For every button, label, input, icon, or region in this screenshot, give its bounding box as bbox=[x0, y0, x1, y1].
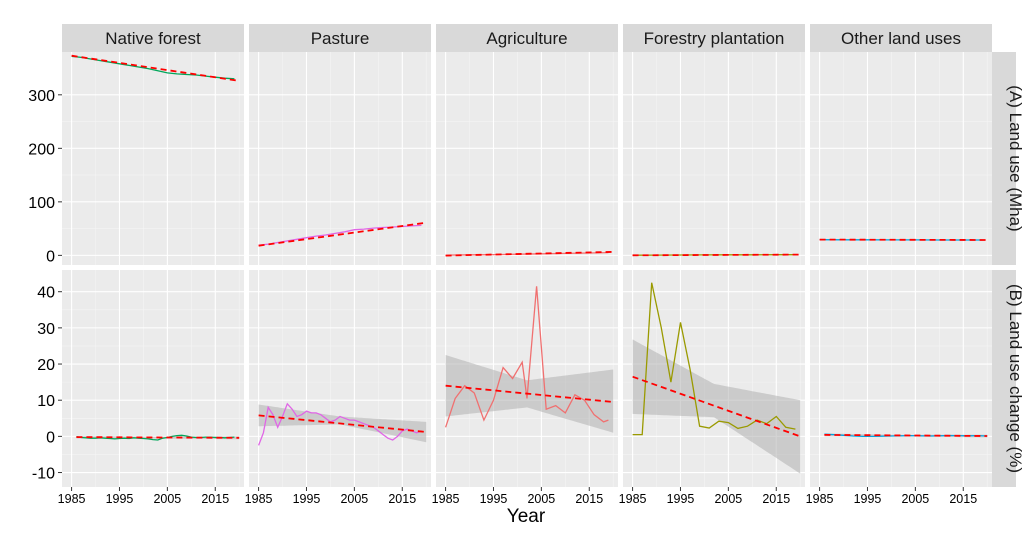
panel-A-4 bbox=[810, 52, 992, 265]
x-tick-label: 1985 bbox=[619, 492, 647, 506]
panel-B-0 bbox=[62, 270, 244, 487]
panel-A-1 bbox=[249, 52, 431, 265]
panel-background bbox=[623, 52, 805, 265]
facet-label: Other land uses bbox=[841, 29, 961, 48]
x-tick-label: 2015 bbox=[575, 492, 603, 506]
facet-label: Agriculture bbox=[486, 29, 567, 48]
x-tick-label: 2015 bbox=[762, 492, 790, 506]
x-tick-label: 1985 bbox=[432, 492, 460, 506]
x-tick-label: 2005 bbox=[527, 492, 555, 506]
x-tick-label: 2005 bbox=[340, 492, 368, 506]
x-tick-label: 2005 bbox=[153, 492, 181, 506]
x-axis-title: Year bbox=[507, 506, 546, 527]
y-tick-label: 200 bbox=[28, 141, 55, 158]
x-tick-label: 1995 bbox=[293, 492, 321, 506]
x-tick-label: 2005 bbox=[714, 492, 742, 506]
x-tick-label: 1995 bbox=[667, 492, 695, 506]
row-label: (B) Land use change (%) bbox=[1006, 284, 1024, 473]
y-tick-label: 100 bbox=[28, 195, 55, 212]
x-tick-label: 2005 bbox=[901, 492, 929, 506]
y-tick-label: 0 bbox=[46, 429, 55, 446]
facet-label: Native forest bbox=[105, 29, 201, 48]
x-tick-label: 2015 bbox=[201, 492, 229, 506]
y-tick-label: 0 bbox=[46, 248, 55, 265]
panel-A-0 bbox=[62, 52, 244, 265]
panel-B-1 bbox=[249, 270, 431, 487]
x-tick-label: 2015 bbox=[388, 492, 416, 506]
x-tick-label: 2015 bbox=[949, 492, 977, 506]
y-tick-label: 30 bbox=[37, 321, 55, 338]
panel-A-2 bbox=[436, 52, 618, 265]
y-tick-label: -10 bbox=[32, 466, 55, 483]
x-tick-label: 1985 bbox=[245, 492, 273, 506]
facet-label: Pasture bbox=[311, 29, 370, 48]
x-tick-label: 1995 bbox=[106, 492, 134, 506]
x-tick-label: 1985 bbox=[806, 492, 834, 506]
x-tick-label: 1995 bbox=[480, 492, 508, 506]
x-tick-label: 1985 bbox=[58, 492, 86, 506]
y-tick-label: 40 bbox=[37, 285, 55, 302]
y-tick-label: 10 bbox=[37, 393, 55, 410]
panel-background bbox=[436, 52, 618, 265]
panel-A-3 bbox=[623, 52, 805, 265]
y-tick-label: 300 bbox=[28, 88, 55, 105]
panel-background bbox=[810, 52, 992, 265]
panel-B-4 bbox=[810, 270, 992, 487]
facet-label: Forestry plantation bbox=[644, 29, 785, 48]
x-tick-label: 1995 bbox=[854, 492, 882, 506]
panel-B-2 bbox=[436, 270, 618, 487]
y-tick-label: 20 bbox=[37, 357, 55, 374]
row-label: (A) Land use (Mha) bbox=[1006, 85, 1024, 231]
panel-background bbox=[62, 52, 244, 265]
trend-line bbox=[633, 255, 801, 256]
panel-B-3 bbox=[623, 270, 805, 487]
